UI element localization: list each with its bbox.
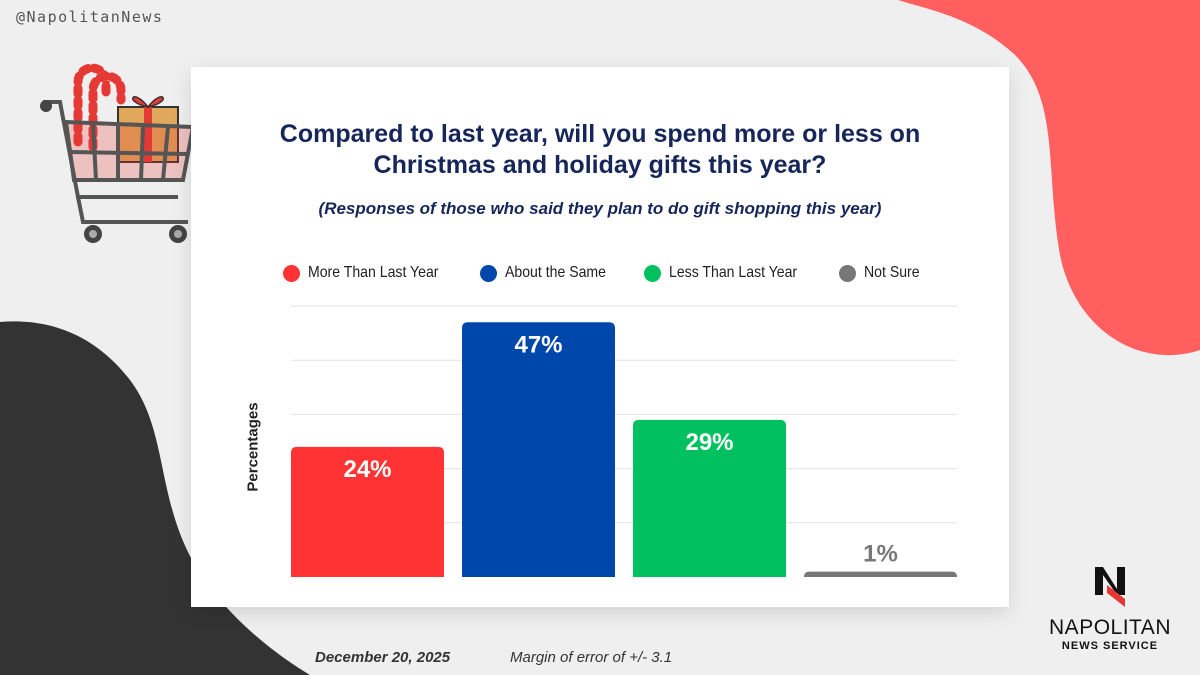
dark-blob bbox=[0, 321, 310, 675]
legend-item: Not Sure bbox=[838, 264, 920, 282]
legend-swatch bbox=[838, 264, 856, 282]
legend-label: About the Same bbox=[505, 264, 607, 281]
legend-swatch bbox=[283, 264, 301, 282]
coral-blob bbox=[898, 0, 1200, 356]
legend-item: Less Than Last Year bbox=[644, 264, 805, 282]
chart-legend: More Than Last Year About the Same Less Th… bbox=[191, 264, 1009, 282]
napolitan-logo-icon bbox=[1095, 567, 1125, 607]
legend-label: Not Sure bbox=[863, 264, 920, 281]
candy-cane-icon bbox=[73, 63, 126, 152]
bar bbox=[804, 571, 957, 577]
bar bbox=[291, 446, 444, 577]
shopping-cart-icon bbox=[40, 63, 196, 243]
legend-item: About the Same bbox=[480, 264, 610, 282]
chart-title: Compared to last year, will you spend mo… bbox=[279, 120, 921, 179]
legend-label: More Than Last Year bbox=[308, 264, 439, 281]
bar-data-label: 47% bbox=[514, 331, 562, 358]
bar bbox=[462, 322, 615, 577]
logo-subtitle: NEWS SERVICE bbox=[1061, 640, 1159, 652]
legend-item: More Than Last Year bbox=[283, 264, 446, 282]
chart-card: Compared to last year, will you spend mo… bbox=[191, 67, 1009, 607]
napolitan-logo: NAPOLITAN NEWS SERVICE bbox=[1045, 565, 1175, 652]
logo-name: NAPOLITAN bbox=[1049, 616, 1171, 639]
legend-swatch bbox=[480, 264, 498, 282]
footer-date: December 20, 2025 bbox=[315, 649, 451, 666]
bar-data-label: 29% bbox=[685, 429, 733, 456]
bar-chart: 24% 47% 29% 1% bbox=[291, 305, 957, 577]
legend-swatch bbox=[644, 264, 662, 282]
social-handle: @NapolitanNews bbox=[16, 8, 164, 26]
bar bbox=[633, 419, 786, 577]
chart-subtitle: (Responses of those who said they plan t… bbox=[318, 199, 882, 218]
footer-margin-of-error: Margin of error of +/- 3.1 bbox=[510, 649, 673, 666]
legend-label: Less Than Last Year bbox=[669, 264, 798, 281]
bar-data-label: 1% bbox=[863, 541, 898, 568]
cart-basket bbox=[43, 100, 196, 224]
bar-data-label: 24% bbox=[343, 456, 391, 483]
